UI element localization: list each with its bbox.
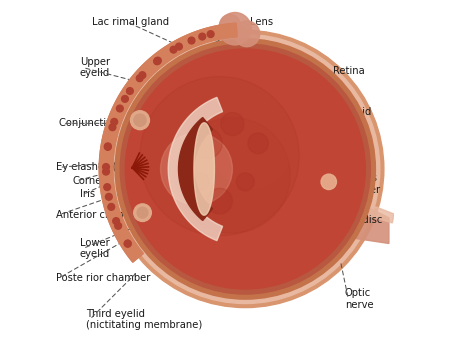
Circle shape <box>105 193 112 200</box>
Circle shape <box>153 58 160 65</box>
Circle shape <box>140 76 299 236</box>
Circle shape <box>104 184 111 191</box>
Polygon shape <box>194 123 215 215</box>
Circle shape <box>219 13 251 45</box>
Text: Optic disc: Optic disc <box>333 215 382 225</box>
Circle shape <box>134 204 151 221</box>
Circle shape <box>103 168 109 175</box>
Circle shape <box>125 49 365 289</box>
Text: Conjunctival sac: Conjunctival sac <box>59 118 141 128</box>
Circle shape <box>115 222 122 229</box>
Circle shape <box>104 143 111 150</box>
Circle shape <box>161 133 233 205</box>
Circle shape <box>188 37 195 44</box>
Circle shape <box>126 88 133 94</box>
Circle shape <box>221 113 244 136</box>
Circle shape <box>154 57 161 64</box>
Circle shape <box>103 164 109 170</box>
Polygon shape <box>355 201 394 223</box>
Text: Retina: Retina <box>333 66 365 76</box>
Circle shape <box>213 111 290 188</box>
Polygon shape <box>338 197 389 243</box>
Circle shape <box>236 173 254 191</box>
Circle shape <box>111 118 117 125</box>
Text: Vitreous
chamber: Vitreous chamber <box>337 173 381 195</box>
Circle shape <box>191 173 209 191</box>
Text: Lower
eyelid: Lower eyelid <box>80 238 110 259</box>
Circle shape <box>120 44 370 294</box>
Circle shape <box>107 30 384 308</box>
Circle shape <box>134 114 146 126</box>
Circle shape <box>234 21 260 47</box>
Circle shape <box>207 188 233 214</box>
Circle shape <box>124 240 131 247</box>
Circle shape <box>130 111 149 130</box>
Polygon shape <box>168 97 223 241</box>
Circle shape <box>139 72 146 78</box>
Circle shape <box>175 118 290 233</box>
Circle shape <box>248 133 268 153</box>
Text: Choroid: Choroid <box>333 106 372 117</box>
Circle shape <box>108 203 115 210</box>
Circle shape <box>191 128 222 159</box>
Circle shape <box>207 31 214 38</box>
Circle shape <box>115 39 375 299</box>
Text: Third eyelid
(nictitating membrane): Third eyelid (nictitating membrane) <box>86 309 202 330</box>
Circle shape <box>111 34 380 304</box>
Polygon shape <box>99 23 237 262</box>
Circle shape <box>104 144 111 150</box>
Text: Optic
nerve: Optic nerve <box>345 288 374 310</box>
Text: Lens: Lens <box>250 17 274 27</box>
Text: Iris: Iris <box>80 189 95 199</box>
Circle shape <box>137 207 148 218</box>
Circle shape <box>109 124 116 130</box>
Circle shape <box>321 174 337 190</box>
Circle shape <box>220 15 240 35</box>
Circle shape <box>170 46 177 53</box>
Text: Scle ra: Scle ra <box>333 145 367 155</box>
Text: Upper
eyelid: Upper eyelid <box>80 57 110 78</box>
Circle shape <box>199 33 206 40</box>
Circle shape <box>117 105 123 112</box>
Circle shape <box>124 240 131 247</box>
Circle shape <box>136 75 143 81</box>
Text: Ey elashes (cilial: Ey elashes (cilial <box>56 162 140 172</box>
Polygon shape <box>99 23 237 262</box>
Text: Anterior chamber: Anterior chamber <box>56 210 144 220</box>
Circle shape <box>176 43 182 50</box>
Polygon shape <box>179 118 212 220</box>
Text: Lac rimal gland: Lac rimal gland <box>92 17 169 27</box>
Circle shape <box>122 96 128 102</box>
Text: Poste rior chamber: Poste rior chamber <box>56 273 150 283</box>
Text: Cornea: Cornea <box>73 176 108 186</box>
Circle shape <box>113 218 120 224</box>
